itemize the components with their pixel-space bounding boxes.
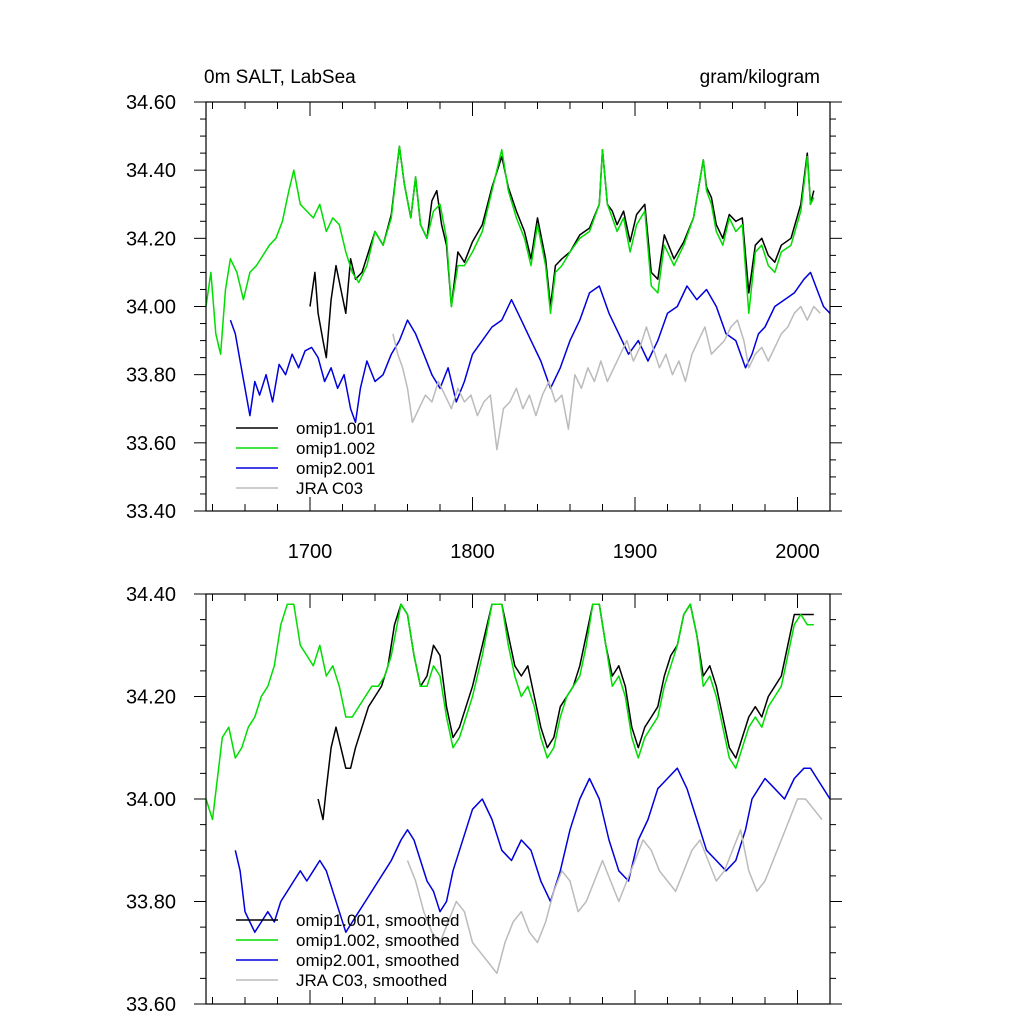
bottom-legend-label: omip1.001, smoothed — [296, 911, 460, 930]
bottom-series-line-1 — [206, 603, 814, 821]
top-x-tick-label: 1900 — [613, 541, 658, 563]
bottom-legend-label: omip2.001, smoothed — [296, 951, 460, 970]
top-legend-label: JRA C03 — [296, 479, 363, 498]
bottom-y-tick-label: 33.80 — [126, 892, 176, 914]
bottom-series-line-2 — [234, 767, 830, 933]
top-series-line-0 — [309, 145, 815, 359]
top-chart-title: 0m SALT, LabSea — [204, 67, 356, 88]
top-y-tick-label: 34.40 — [126, 160, 176, 182]
top-series-line-1 — [206, 145, 815, 355]
top-y-tick-label: 34.60 — [126, 92, 176, 114]
top-x-tick-label: 2000 — [775, 541, 820, 563]
bottom-y-tick-label: 34.00 — [126, 789, 176, 811]
top-legend-label: omip2.001 — [296, 459, 375, 478]
top-y-tick-label: 34.00 — [126, 297, 176, 319]
top-y-tick-label: 33.40 — [126, 501, 176, 523]
bottom-legend-label: omip1.002, smoothed — [296, 931, 460, 950]
top-x-tick-label: 1700 — [288, 541, 333, 563]
top-legend-label: omip1.002 — [296, 439, 375, 458]
bottom-series-line-0 — [317, 603, 814, 821]
top-series-group — [206, 145, 830, 451]
bottom-series-group — [206, 603, 830, 975]
top-series-line-3 — [392, 305, 821, 451]
top-legend-label: omip1.001 — [296, 419, 375, 438]
bottom-panel: 33.60 33.80 34.00 34.20 34.40 omip1.001, smoo… — [126, 584, 842, 1016]
top-y-tick-label: 34.20 — [126, 228, 176, 250]
bottom-legend-label: JRA C03, smoothed — [296, 971, 447, 990]
bottom-y-tick-label: 34.20 — [126, 687, 176, 709]
top-panel: 0m SALT, LabSea gram/kilogram 33.40 33.60… — [126, 67, 842, 563]
bottom-series-line-3 — [406, 798, 823, 975]
top-series-line-2 — [229, 271, 830, 424]
top-x-tick-label: 1800 — [450, 541, 495, 563]
bottom-y-tick-label: 33.60 — [126, 994, 176, 1016]
top-y-tick-label: 33.80 — [126, 365, 176, 387]
bottom-y-tick-label: 34.40 — [126, 584, 176, 606]
top-chart-units: gram/kilogram — [700, 67, 820, 88]
bottom-plot-area: 33.60 33.80 34.00 34.20 34.40 omip1.001, smoo… — [126, 584, 842, 1016]
top-y-tick-label: 33.60 — [126, 433, 176, 455]
top-plot-area: 33.40 33.60 33.80 34.00 34.20 34.40 34.60 1700 1… — [126, 92, 842, 563]
